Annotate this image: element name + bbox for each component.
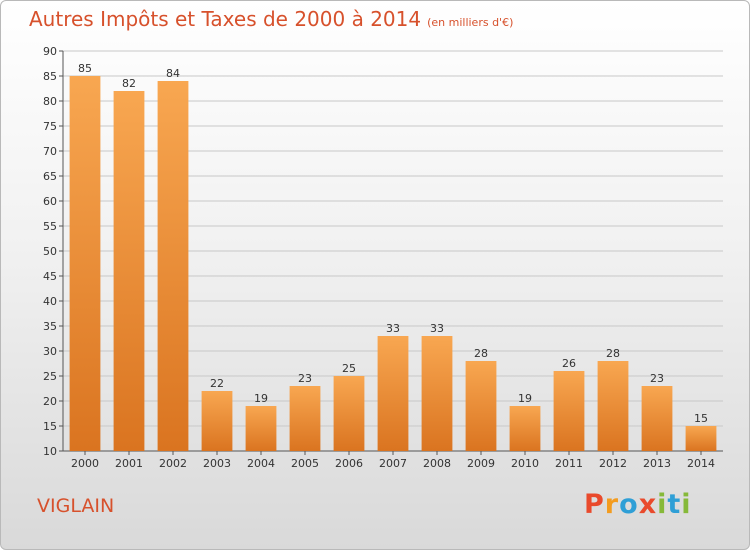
proxiti-letter: r (604, 489, 620, 520)
proxiti-letter: t (667, 489, 682, 520)
proxiti-letter: o (619, 489, 639, 520)
y-tick-label: 30 (43, 345, 57, 358)
y-tick-label: 45 (43, 270, 57, 283)
proxiti-letter: i (657, 489, 668, 520)
y-tick-label: 75 (43, 120, 57, 133)
y-tick-label: 10 (43, 445, 57, 458)
bar-2005 (289, 386, 321, 451)
y-tick-label: 35 (43, 320, 57, 333)
proxiti-letter: P (584, 489, 605, 520)
x-tick-label-2003: 2003 (203, 457, 231, 470)
y-tick-label: 85 (43, 70, 57, 83)
y-tick-label: 90 (43, 45, 57, 58)
bar-layer (69, 76, 717, 451)
proxiti-letter: x (638, 489, 658, 520)
x-tick-label-2005: 2005 (291, 457, 319, 470)
bar-2008 (421, 336, 453, 451)
bar-2012 (597, 361, 629, 451)
y-tick-label: 25 (43, 370, 57, 383)
chart-unit-label: (en milliers d'€) (427, 16, 514, 29)
bar-2002 (157, 81, 189, 451)
value-label-2010: 19 (518, 392, 532, 405)
bar-2010 (509, 406, 541, 451)
proxiti-logo[interactable]: Proxiti (584, 489, 692, 520)
y-tick-label: 80 (43, 95, 57, 108)
bar-2004 (245, 406, 277, 451)
x-tick-label-2014: 2014 (687, 457, 715, 470)
y-tick-label: 55 (43, 220, 57, 233)
x-tick-label-2008: 2008 (423, 457, 451, 470)
bar-2013 (641, 386, 673, 451)
x-tick-label-2000: 2000 (71, 457, 99, 470)
y-tick-label: 40 (43, 295, 57, 308)
x-tick-label-2001: 2001 (115, 457, 143, 470)
bar-2014 (685, 426, 717, 451)
bar-2003 (201, 391, 233, 451)
x-tick-label-2006: 2006 (335, 457, 363, 470)
place-name: VIGLAIN (37, 495, 115, 517)
x-tick-label-2013: 2013 (643, 457, 671, 470)
x-tick-label-2011: 2011 (555, 457, 583, 470)
y-tick-label: 60 (43, 195, 57, 208)
chart-title: Autres Impôts et Taxes de 2000 à 2014 (en… (29, 7, 513, 31)
value-label-2009: 28 (474, 347, 488, 360)
x-tick-label-2010: 2010 (511, 457, 539, 470)
proxiti-letter: i (681, 489, 692, 520)
value-label-2002: 84 (166, 67, 180, 80)
value-label-2012: 28 (606, 347, 620, 360)
bar-2007 (377, 336, 409, 451)
value-label-2001: 82 (122, 77, 136, 90)
bar-2011 (553, 371, 585, 451)
x-tick-label-2012: 2012 (599, 457, 627, 470)
y-tick-label: 15 (43, 420, 57, 433)
x-tick-label-2004: 2004 (247, 457, 275, 470)
value-label-2004: 19 (254, 392, 268, 405)
value-label-2013: 23 (650, 372, 664, 385)
chart-title-text: Autres Impôts et Taxes de 2000 à 2014 (29, 7, 422, 31)
x-tick-label-2009: 2009 (467, 457, 495, 470)
value-label-2000: 85 (78, 62, 92, 75)
value-label-2008: 33 (430, 322, 444, 335)
value-label-2007: 33 (386, 322, 400, 335)
x-tick-label-2002: 2002 (159, 457, 187, 470)
y-tick-label: 50 (43, 245, 57, 258)
value-label-2003: 22 (210, 377, 224, 390)
y-tick-label: 70 (43, 145, 57, 158)
value-label-2006: 25 (342, 362, 356, 375)
bar-2006 (333, 376, 365, 451)
x-tick-label-2007: 2007 (379, 457, 407, 470)
bar-2009 (465, 361, 497, 451)
y-tick-label: 20 (43, 395, 57, 408)
bar-2001 (113, 91, 145, 451)
value-label-2005: 23 (298, 372, 312, 385)
y-tick-label: 65 (43, 170, 57, 183)
bar-2000 (69, 76, 101, 451)
value-label-2011: 26 (562, 357, 576, 370)
value-label-2014: 15 (694, 412, 708, 425)
label-layer: 85 82 84 22 19 23 25 33 33 28 19 26 28 23 15 (78, 62, 708, 425)
